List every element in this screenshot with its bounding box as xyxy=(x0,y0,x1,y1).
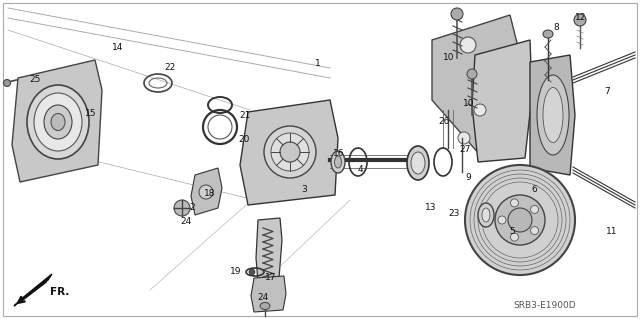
Text: 14: 14 xyxy=(112,42,124,51)
Ellipse shape xyxy=(543,87,563,143)
Circle shape xyxy=(511,199,518,207)
Circle shape xyxy=(574,14,586,26)
Text: 13: 13 xyxy=(425,203,436,211)
Text: 21: 21 xyxy=(239,110,251,120)
Text: 22: 22 xyxy=(164,63,175,71)
Polygon shape xyxy=(14,274,52,306)
Text: 9: 9 xyxy=(465,173,471,182)
Text: 4: 4 xyxy=(357,166,363,174)
Text: FR.: FR. xyxy=(51,287,70,297)
Text: SRB3-E1900D: SRB3-E1900D xyxy=(514,300,576,309)
Text: 18: 18 xyxy=(204,189,216,198)
Polygon shape xyxy=(256,218,282,282)
Text: 15: 15 xyxy=(85,108,97,117)
Text: 12: 12 xyxy=(575,12,587,21)
Ellipse shape xyxy=(260,302,270,309)
Ellipse shape xyxy=(482,208,490,222)
Ellipse shape xyxy=(264,126,316,178)
Text: 24: 24 xyxy=(180,217,191,226)
Circle shape xyxy=(508,208,532,232)
Ellipse shape xyxy=(331,151,345,173)
Circle shape xyxy=(3,79,10,86)
Text: 20: 20 xyxy=(238,136,250,145)
Text: 23: 23 xyxy=(448,209,460,218)
Circle shape xyxy=(465,165,575,275)
Text: 11: 11 xyxy=(606,227,618,236)
Text: 17: 17 xyxy=(265,273,276,283)
Circle shape xyxy=(495,195,545,245)
Text: 6: 6 xyxy=(531,186,537,195)
Circle shape xyxy=(498,216,506,224)
Ellipse shape xyxy=(271,133,309,171)
Polygon shape xyxy=(472,40,532,162)
Ellipse shape xyxy=(51,114,65,130)
Polygon shape xyxy=(191,168,222,215)
Ellipse shape xyxy=(280,142,300,162)
Text: 2: 2 xyxy=(189,203,195,211)
Ellipse shape xyxy=(44,105,72,139)
Text: 19: 19 xyxy=(230,268,242,277)
Polygon shape xyxy=(12,60,102,182)
Text: 27: 27 xyxy=(460,145,470,154)
Polygon shape xyxy=(432,15,520,155)
Ellipse shape xyxy=(34,93,82,151)
Circle shape xyxy=(458,132,470,144)
Circle shape xyxy=(531,226,539,234)
Text: 1: 1 xyxy=(315,58,321,68)
Ellipse shape xyxy=(478,203,494,227)
Circle shape xyxy=(511,233,518,241)
Ellipse shape xyxy=(543,30,553,38)
Polygon shape xyxy=(530,55,575,175)
Ellipse shape xyxy=(199,185,213,199)
Text: 10: 10 xyxy=(444,53,455,62)
Text: 8: 8 xyxy=(553,23,559,32)
Text: 3: 3 xyxy=(301,184,307,194)
Text: 25: 25 xyxy=(29,76,41,85)
Ellipse shape xyxy=(537,75,569,155)
Circle shape xyxy=(174,200,190,216)
Circle shape xyxy=(460,37,476,53)
Circle shape xyxy=(474,104,486,116)
Circle shape xyxy=(531,205,539,213)
Text: 16: 16 xyxy=(333,149,345,158)
Text: 7: 7 xyxy=(604,87,610,97)
Text: 24: 24 xyxy=(257,293,269,302)
Ellipse shape xyxy=(407,146,429,180)
Ellipse shape xyxy=(27,85,89,159)
Circle shape xyxy=(467,69,477,79)
Ellipse shape xyxy=(335,156,342,168)
Polygon shape xyxy=(251,276,286,312)
Polygon shape xyxy=(240,100,338,205)
Text: 5: 5 xyxy=(509,227,515,236)
Text: 10: 10 xyxy=(463,99,475,108)
Text: 26: 26 xyxy=(438,116,450,125)
Circle shape xyxy=(249,269,255,275)
Circle shape xyxy=(451,8,463,20)
Ellipse shape xyxy=(411,152,425,174)
